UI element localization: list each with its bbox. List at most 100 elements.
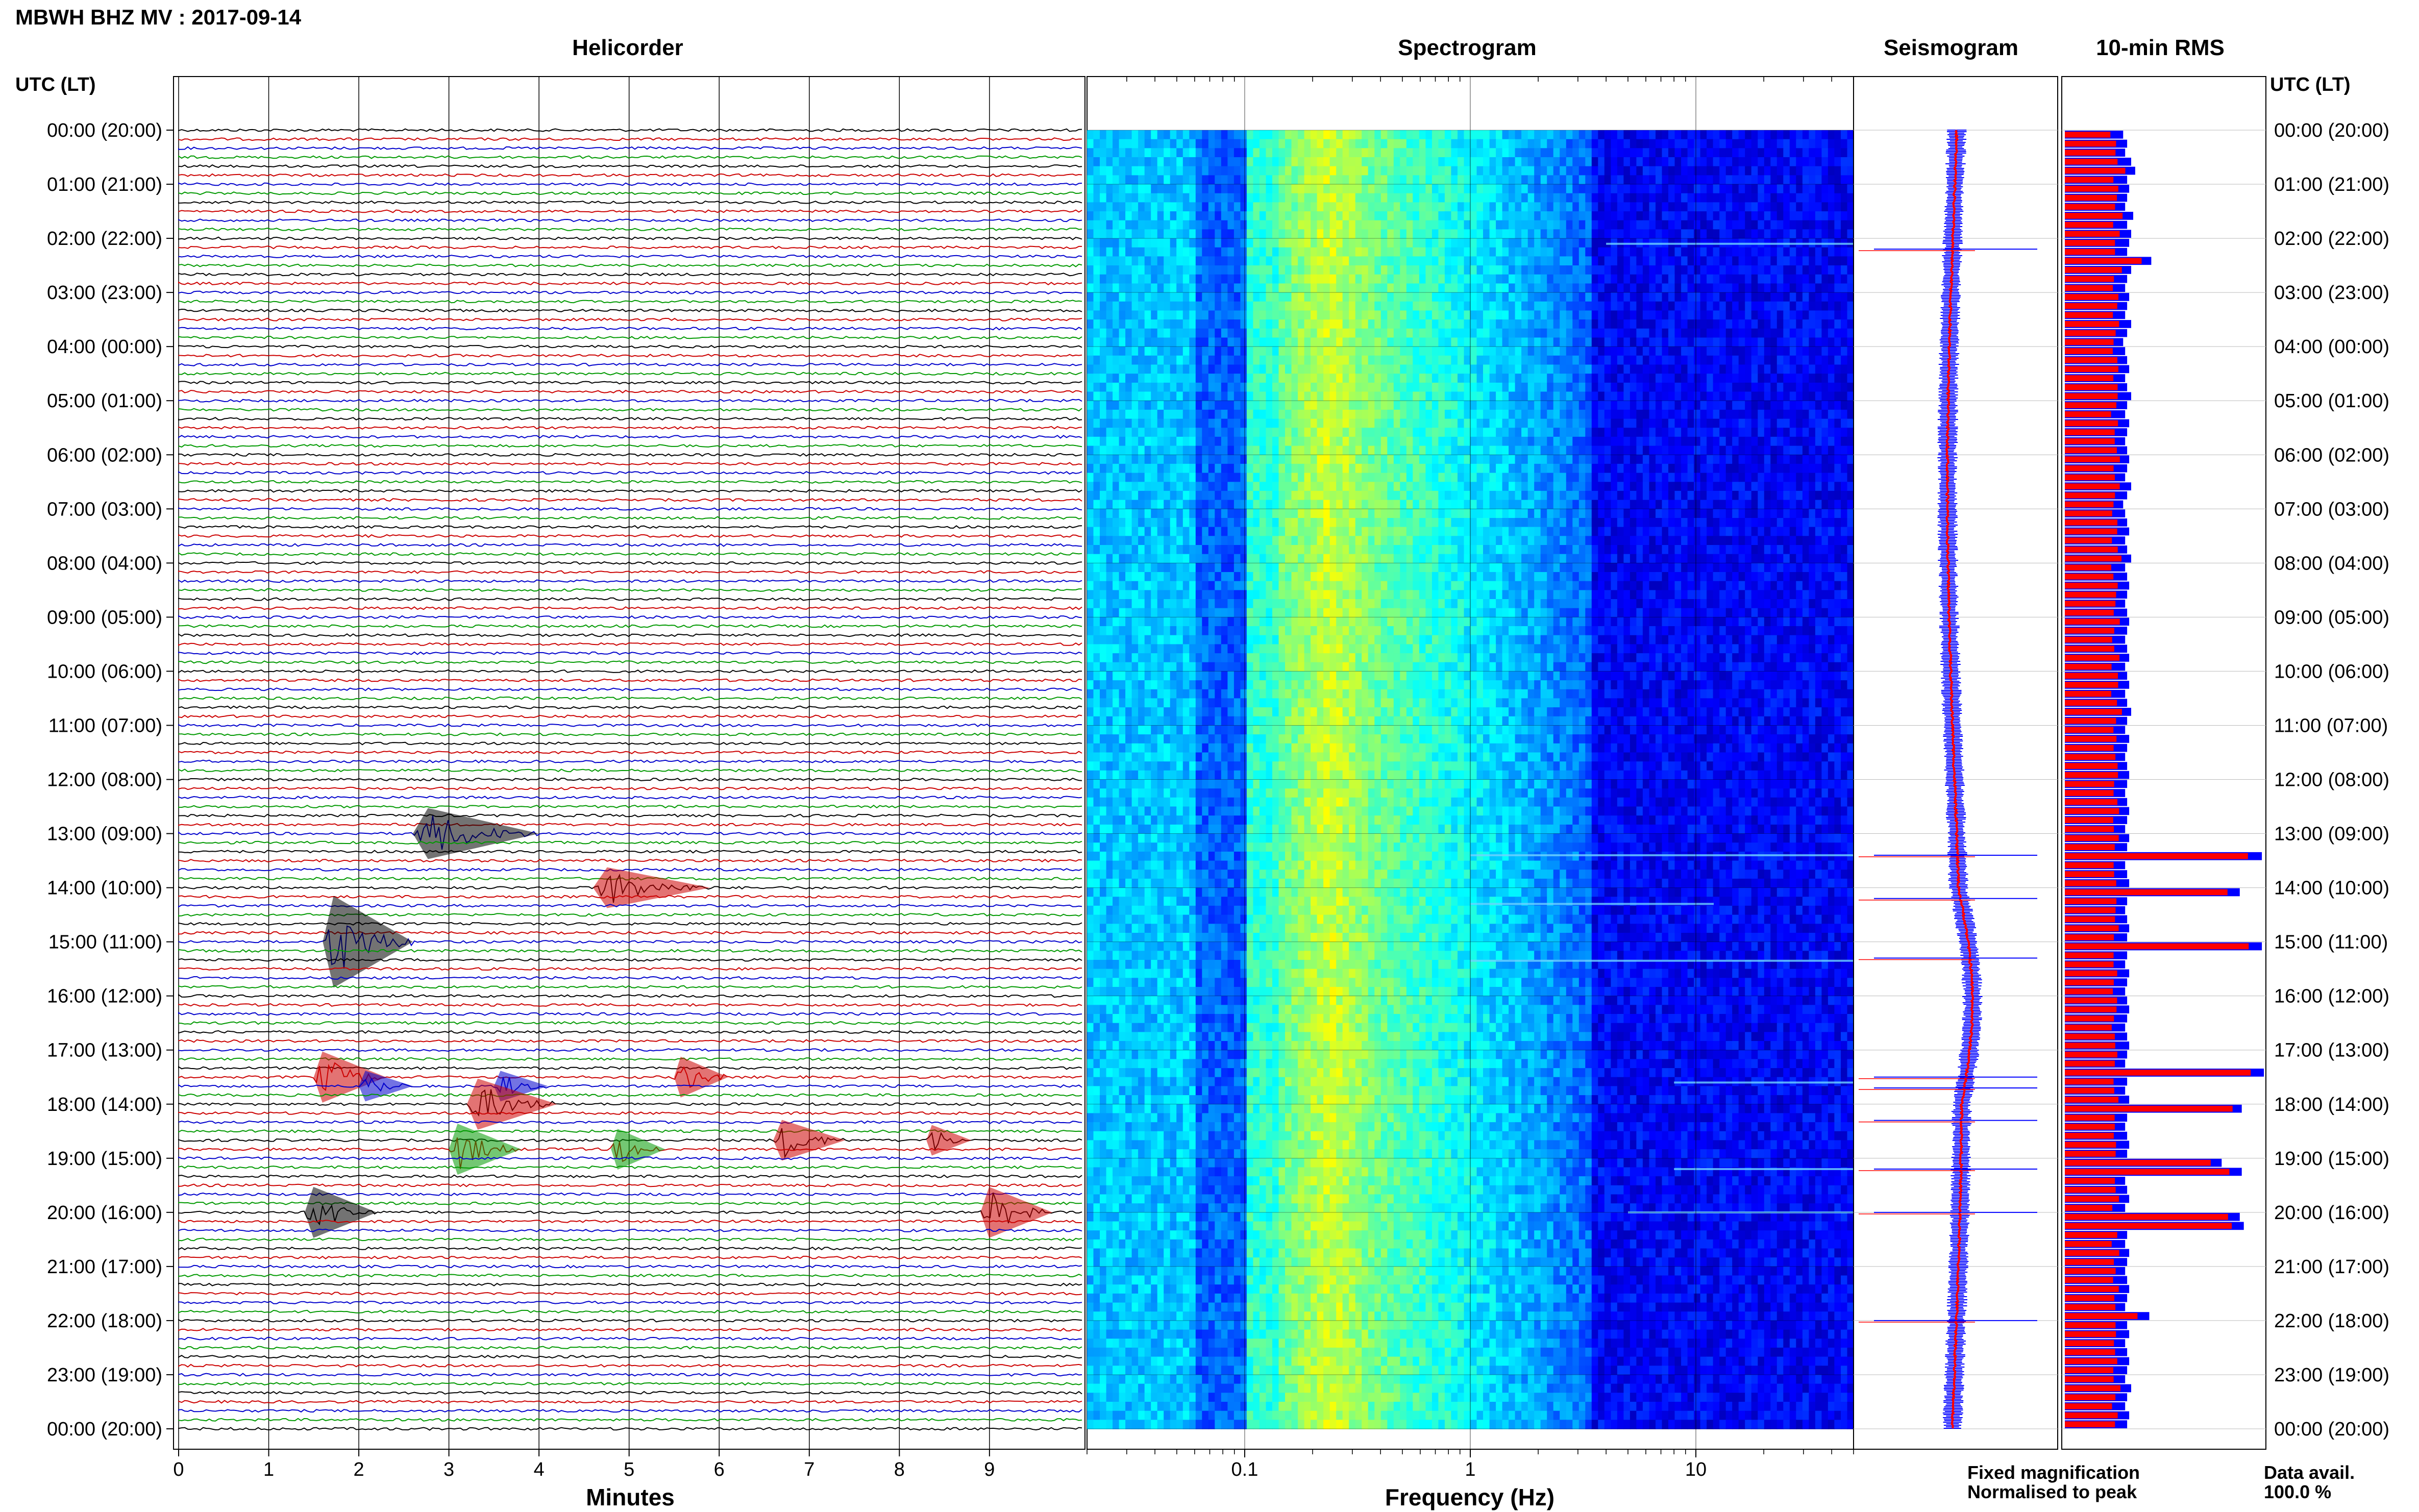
spectrogram-cell <box>1834 446 1841 456</box>
spectrogram-cell <box>1828 346 1835 356</box>
spectrogram-cell <box>1253 319 1260 329</box>
spectrogram-cell <box>1202 166 1208 176</box>
spectrogram-cell <box>1719 437 1726 447</box>
spectrogram-cell <box>1425 428 1432 437</box>
spectrogram-cell <box>1336 292 1343 302</box>
spectrogram-cell <box>1732 365 1739 375</box>
spectrogram-cell <box>1425 419 1432 429</box>
spectrogram-cell <box>1234 284 1241 293</box>
spectrogram-cell <box>1362 139 1368 149</box>
spectrogram-cell <box>1164 211 1170 221</box>
spectrogram-cell <box>1234 455 1241 464</box>
spectrogram-cell <box>1419 392 1426 402</box>
spectrogram-cell <box>1138 166 1145 176</box>
spectrogram-cell <box>1215 446 1221 456</box>
spectrogram-cell <box>1470 338 1477 348</box>
spectrogram-cell <box>1355 437 1362 447</box>
spectrogram-cell <box>1745 392 1751 402</box>
spectrogram-cell <box>1483 346 1490 356</box>
spectrogram-cell <box>1809 311 1815 320</box>
spectrogram-cell <box>1656 329 1662 338</box>
spectrogram-cell <box>1170 220 1177 230</box>
spectrogram-cell <box>1138 464 1145 474</box>
spectrogram-cell <box>1490 202 1496 212</box>
spectrogram-cell <box>1547 220 1553 230</box>
spectrogram-cell <box>1643 184 1649 194</box>
spectrogram-cell <box>1726 319 1733 329</box>
spectrogram-cell <box>1668 383 1675 392</box>
spectrogram-cell <box>1470 247 1477 257</box>
spectrogram-cell <box>1183 329 1190 338</box>
spectrogram-cell <box>1662 247 1669 257</box>
spectrogram-cell <box>1777 392 1784 402</box>
spectrogram-cell <box>1534 338 1541 348</box>
spectrogram-cell <box>1490 338 1496 348</box>
spectrogram-cell <box>1202 356 1208 365</box>
spectrogram-cell <box>1566 410 1573 419</box>
spectrogram-cell <box>1828 319 1835 329</box>
spectrogram-cell <box>1764 256 1771 266</box>
spectrogram-cell <box>1617 139 1624 149</box>
spectrogram-cell <box>1279 229 1286 239</box>
spectrogram-cell <box>1458 157 1464 167</box>
spectrogram-cell <box>1821 229 1828 239</box>
spectrogram-cell <box>1317 256 1324 266</box>
spectrogram-cell <box>1432 319 1439 329</box>
spectrogram-cell <box>1151 338 1157 348</box>
spectrogram-cell <box>1400 284 1406 293</box>
spectrogram-cell <box>1509 346 1515 356</box>
spectrogram-cell <box>1119 419 1126 429</box>
spectrogram-cell <box>1821 193 1828 203</box>
spectrogram-cell <box>1681 329 1688 338</box>
spectrogram-cell <box>1106 329 1113 338</box>
spectrogram-cell <box>1605 374 1611 383</box>
spectrogram-cell <box>1304 256 1311 266</box>
spectrogram-cell <box>1292 410 1298 419</box>
spectrogram-cell <box>1349 256 1355 266</box>
spectrogram-cell <box>1668 148 1675 158</box>
spectrogram-cell <box>1119 464 1126 474</box>
spectrogram-cell <box>1355 148 1362 158</box>
spectrogram-cell <box>1656 130 1662 140</box>
spectrogram-cell <box>1815 365 1822 375</box>
spectrogram-cell <box>1227 148 1234 158</box>
spectrogram-cell <box>1113 473 1119 483</box>
spectrogram-cell <box>1438 256 1445 266</box>
spectrogram-cell <box>1330 302 1337 311</box>
spectrogram-cell <box>1700 247 1707 257</box>
spectrogram-cell <box>1240 473 1247 483</box>
spectrogram-cell <box>1834 428 1841 437</box>
spectrogram-cell <box>1164 428 1170 437</box>
spectrogram-cell <box>1406 473 1413 483</box>
spectrogram-cell <box>1413 455 1419 464</box>
spectrogram-cell <box>1387 401 1394 410</box>
spectrogram-cell <box>1745 338 1751 348</box>
spectrogram-cell <box>1330 437 1337 447</box>
spectrogram-cell <box>1189 410 1196 419</box>
spectrogram-cell <box>1560 446 1566 456</box>
spectrogram-cell <box>1362 193 1368 203</box>
spectrogram-cell <box>1713 329 1720 338</box>
spectrogram-cell <box>1828 211 1835 221</box>
spectrogram-cell <box>1547 392 1553 402</box>
spectrogram-cell <box>1745 419 1751 429</box>
spectrogram-cell <box>1164 410 1170 419</box>
spectrogram-cell <box>1509 247 1515 257</box>
spectrogram-cell <box>1381 265 1388 275</box>
spectrogram-cell <box>1227 374 1234 383</box>
spectrogram-cell <box>1368 319 1375 329</box>
spectrogram-cell <box>1400 166 1406 176</box>
spectrogram-cell <box>1285 356 1292 365</box>
spectrogram-cell <box>1739 338 1745 348</box>
spectrogram-cell <box>1202 284 1208 293</box>
spectrogram-cell <box>1387 374 1394 383</box>
spectrogram-cell <box>1598 184 1605 194</box>
spectrogram-cell <box>1777 428 1784 437</box>
spectrogram-cell <box>1541 256 1547 266</box>
spectrogram-cell <box>1681 365 1688 375</box>
spectrogram-cell <box>1611 319 1617 329</box>
spectrogram-cell <box>1745 383 1751 392</box>
spectrogram-cell <box>1087 365 1094 375</box>
spectrogram-cell <box>1790 428 1796 437</box>
spectrogram-cell <box>1138 175 1145 185</box>
